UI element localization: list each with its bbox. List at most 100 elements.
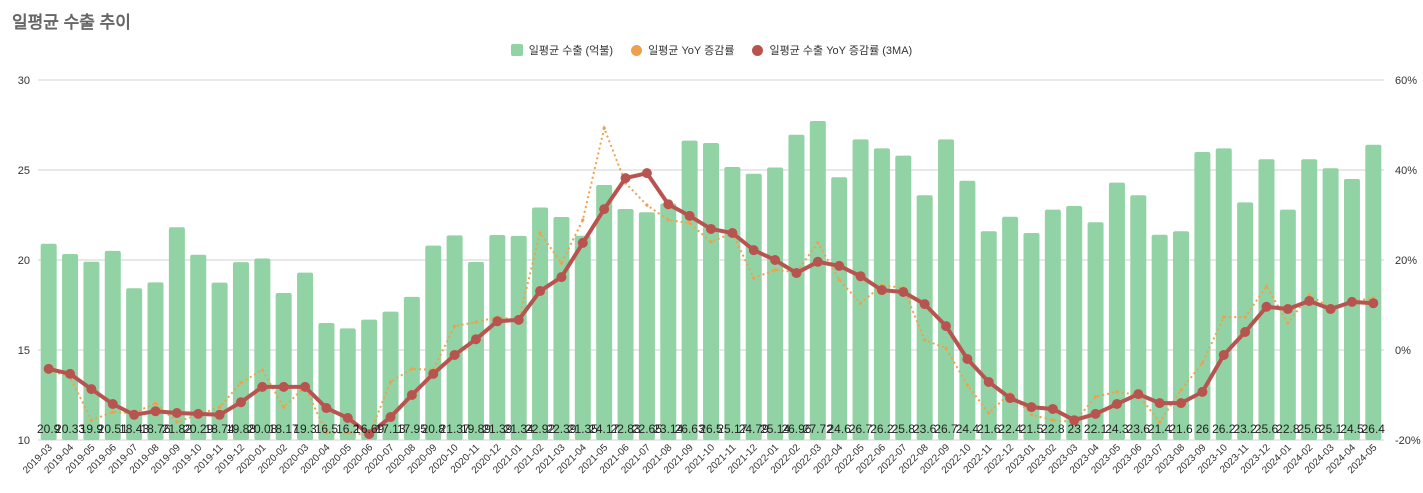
ma3-point [193,408,204,419]
bar-data-label: 23.6 [1127,422,1151,436]
legend-swatch-yoy [631,44,643,56]
yoy-point [602,126,606,130]
bar [83,261,100,440]
bar [809,121,826,440]
bar [1279,209,1296,440]
ma3-point [107,399,118,409]
ma3-point [855,271,866,282]
yoy-point [837,278,841,282]
legend-label: 일평균 수출 (억불) [528,45,614,57]
ma3-point [599,204,610,215]
bar-data-label: 19.3 [293,422,317,436]
y-left-tick-label: 30 [18,75,30,87]
ma3-point [556,272,567,283]
bar-data-label: 25.6 [1255,422,1279,436]
bar [190,254,207,440]
ma3-point [1090,408,1101,419]
yoy-point [559,261,564,265]
y-right-tick-label: 20% [1395,255,1417,267]
bar-data-label: 23 [1068,422,1082,436]
ma3-point [919,299,930,310]
yoy-point [709,240,713,244]
yoy-point [1243,315,1247,319]
yoy-point [688,221,692,225]
bar [467,261,484,440]
yoy-point [1051,418,1055,422]
ma3-point [577,237,588,248]
yoy-point [858,301,863,305]
bar [489,234,506,440]
bar-data-label: 20.51 [98,422,128,436]
bar-data-label: 18.17 [269,422,299,436]
bar [446,235,463,440]
bar-data-label: 25.6 [1298,422,1322,436]
yoy-point [965,383,969,387]
ma3-point [470,334,481,345]
ma3-point [983,376,994,387]
bar-data-label: 23.2 [1233,422,1257,436]
bar-data-label: 20.33 [55,422,85,436]
y-left-tick-label: 20 [18,255,30,267]
yoy-point [581,218,585,222]
yoy-point [645,203,649,207]
bar-data-label: 22.4 [998,422,1022,436]
bar [254,258,271,440]
bar-data-label: 20.8 [422,422,446,436]
bar-data-label: 17.13 [376,422,406,436]
ma3-point [706,223,716,234]
bar-data-label: 22.39 [546,422,576,436]
yoy-point [453,324,457,328]
bar [339,328,356,440]
bar [1023,233,1040,440]
bar-data-label: 22.65 [632,422,662,436]
bar [1130,195,1147,440]
ma3-point [513,314,524,325]
ma3-point [1154,398,1165,409]
bar-data-label: 18.74 [205,422,235,436]
bar-data-label: 22.83 [611,422,641,436]
legend-swatch-3ma [752,44,764,56]
bar [40,243,57,440]
bar [574,235,591,440]
ma3-point [1111,399,1122,409]
bar [1002,216,1019,440]
ma3-point [171,408,182,418]
ma3-point [791,268,802,279]
ma3-point [406,390,417,400]
ma3-point [1282,304,1293,315]
legend-item-bar[interactable]: 일평균 수출 (억불) [510,42,614,58]
yoy-point [282,405,286,409]
ma3-point [898,286,909,297]
bar-data-label: 25.17 [717,422,747,436]
bar [1066,206,1083,440]
bar [104,250,121,440]
bar [361,319,378,440]
bar-data-label: 25.1 [1319,422,1343,436]
bar [147,282,164,440]
ma3-point [385,412,396,423]
bar [1215,148,1232,440]
bar-data-label: 20.9 [37,422,61,436]
legend-item-3ma[interactable]: 일평균 수출 YoY 증감률 (3MA) [752,42,912,58]
ma3-point [257,381,268,392]
yoy-point [752,276,756,280]
ma3-point [641,168,652,179]
ma3-point [663,199,674,210]
bar [297,272,314,440]
legend-item-yoy[interactable]: 일평균 YoY 증감률 [631,42,734,58]
y-right-tick-label: 0% [1395,345,1411,357]
bar-data-label: 21.34 [504,422,534,436]
ma3-point [86,384,97,395]
bar-data-label: 26.7 [934,422,958,436]
yoy-point [410,367,414,371]
yoy-point [1158,420,1162,424]
bar [1151,234,1168,440]
bar [980,231,997,440]
ma3-point [684,210,695,221]
yoy-point [218,405,222,409]
ma3-point [1346,296,1357,307]
bar [510,235,527,440]
yoy-point [260,368,264,372]
ma3-point [1325,304,1336,315]
